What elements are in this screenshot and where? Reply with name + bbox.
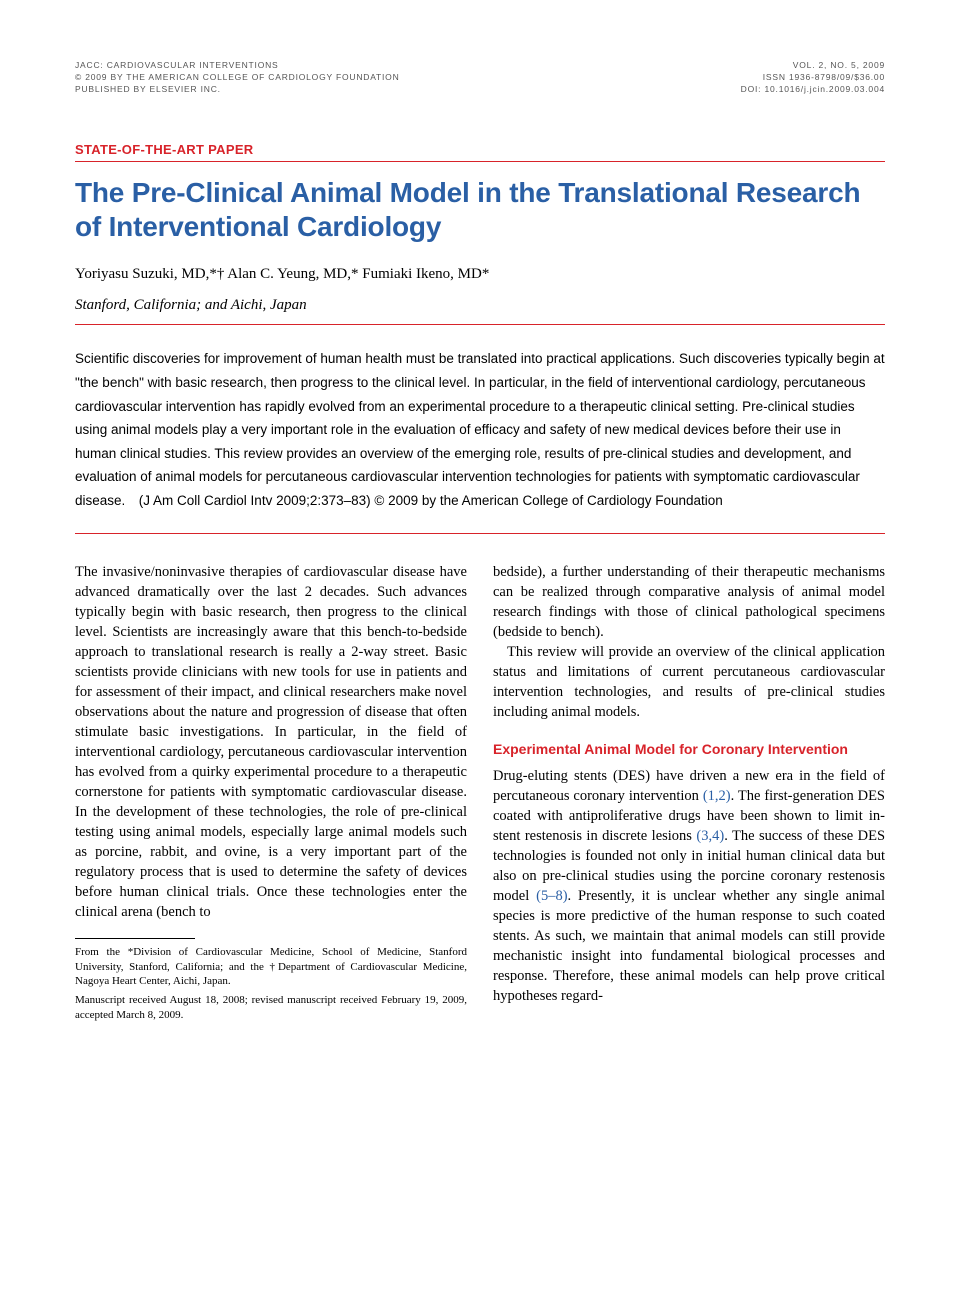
journal-header-row-1: JACC: CARDIOVASCULAR INTERVENTIONS VOL. … [75, 60, 885, 70]
copyright-line: © 2009 BY THE AMERICAN COLLEGE OF CARDIO… [75, 72, 400, 82]
rule-top [75, 161, 885, 162]
des-text-d: . Presently, it is unclear whether any s… [493, 888, 885, 1004]
rule-after-abstract [75, 533, 885, 534]
section-heading-animal-model: Experimental Animal Model for Coronary I… [493, 740, 885, 758]
intro-paragraph: The invasive/noninvasive therapies of ca… [75, 562, 467, 922]
journal-header-row-2: © 2009 BY THE AMERICAN COLLEGE OF CARDIO… [75, 72, 885, 82]
author-list: Yoriyasu Suzuki, MD,*† Alan C. Yeung, MD… [75, 266, 885, 283]
body-columns: The invasive/noninvasive therapies of ca… [75, 562, 885, 1027]
publisher-line: PUBLISHED BY ELSEVIER INC. [75, 84, 221, 94]
doi-line: DOI: 10.1016/j.jcin.2009.03.004 [741, 84, 885, 94]
body-p-review: This review will provide an overview of … [493, 642, 885, 722]
column-left: The invasive/noninvasive therapies of ca… [75, 562, 467, 1027]
rule-after-affil [75, 324, 885, 325]
ref-link-5-8[interactable]: (5–8) [536, 888, 567, 904]
footnote-dates: Manuscript received August 18, 2008; rev… [75, 993, 467, 1023]
body-p-bedside: bedside), a further understanding of the… [493, 562, 885, 642]
footnote-rule [75, 938, 195, 939]
ref-link-1-2[interactable]: (1,2) [703, 788, 731, 804]
issue-info: VOL. 2, NO. 5, 2009 [793, 60, 885, 70]
footnote-block: From the *Division of Cardiovascular Med… [75, 945, 467, 1023]
body-p-des: Drug-eluting stents (DES) have driven a … [493, 766, 885, 1006]
journal-header-row-3: PUBLISHED BY ELSEVIER INC. DOI: 10.1016/… [75, 84, 885, 94]
column-right: bedside), a further understanding of the… [493, 562, 885, 1027]
journal-name: JACC: CARDIOVASCULAR INTERVENTIONS [75, 60, 279, 70]
issn-line: ISSN 1936-8798/09/$36.00 [763, 72, 885, 82]
footnote-affiliation: From the *Division of Cardiovascular Med… [75, 945, 467, 990]
article-type-label: STATE-OF-THE-ART PAPER [75, 142, 885, 157]
article-title: The Pre-Clinical Animal Model in the Tra… [75, 176, 885, 244]
affiliation-list: Stanford, California; and Aichi, Japan [75, 297, 885, 314]
abstract-text: Scientific discoveries for improvement o… [75, 347, 885, 512]
ref-link-3-4[interactable]: (3,4) [696, 828, 724, 844]
